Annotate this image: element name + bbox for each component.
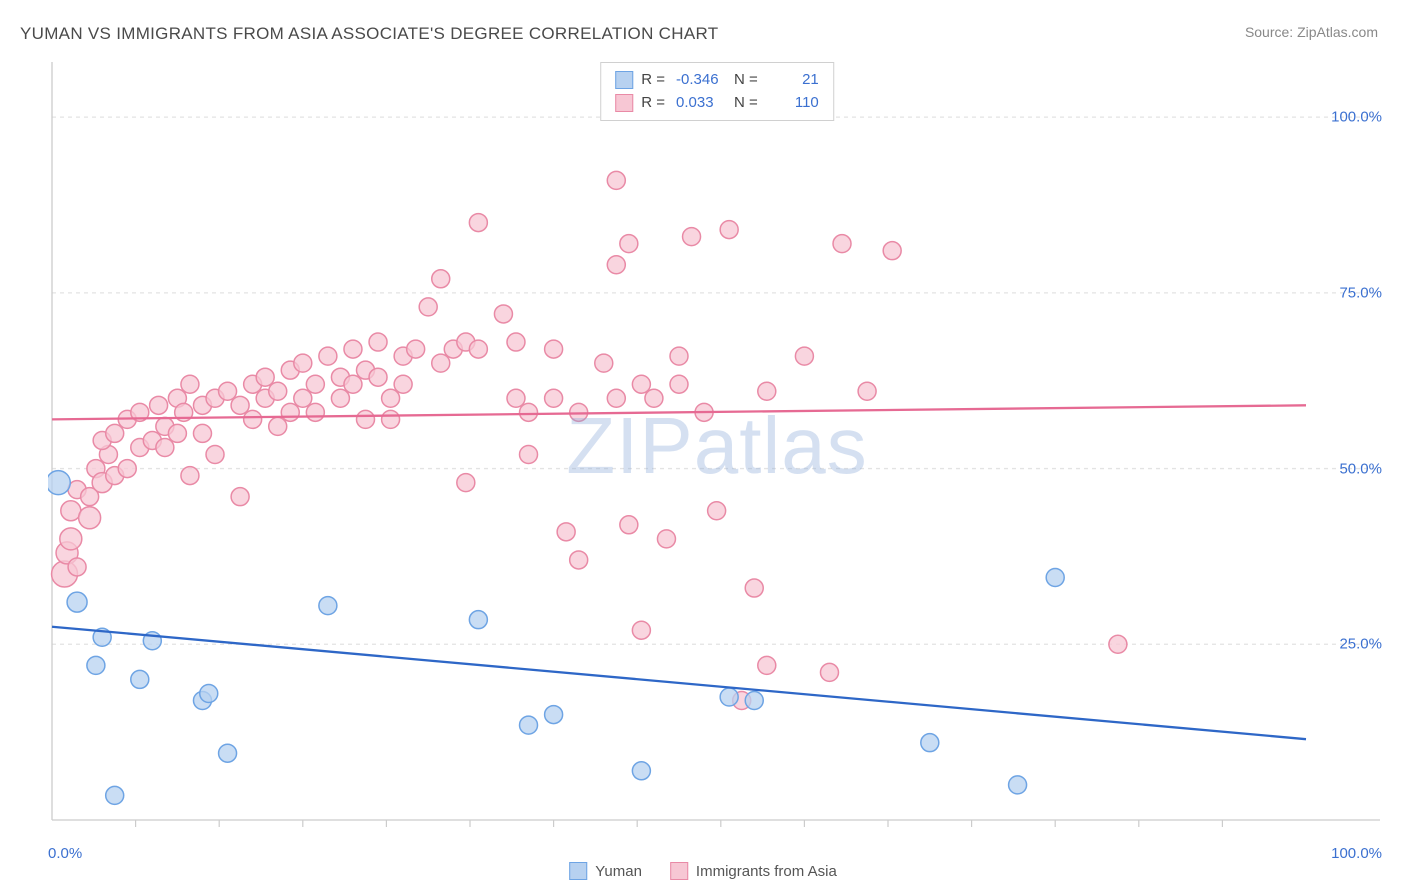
scatter-chart-svg bbox=[48, 52, 1386, 840]
source-link[interactable]: ZipAtlas.com bbox=[1297, 24, 1378, 40]
source-attribution: Source: ZipAtlas.com bbox=[1245, 24, 1378, 40]
x-axis-max-label: 100.0% bbox=[1331, 845, 1382, 862]
n-value-series1: 21 bbox=[769, 69, 819, 92]
legend-swatch-series1 bbox=[615, 71, 633, 89]
n-label: N = bbox=[734, 69, 758, 92]
n-value-series2: 110 bbox=[769, 92, 819, 115]
stats-row-series1: R = -0.346 N = 21 bbox=[615, 69, 819, 92]
legend-label-series2: Immigrants from Asia bbox=[696, 863, 837, 880]
legend-label-series1: Yuman bbox=[595, 863, 642, 880]
r-value-series2: 0.033 bbox=[676, 92, 726, 115]
r-value-series1: -0.346 bbox=[676, 69, 726, 92]
y-tick-label: 75.0% bbox=[1339, 284, 1382, 301]
legend-item-series2: Immigrants from Asia bbox=[670, 862, 837, 880]
source-prefix: Source: bbox=[1245, 24, 1297, 40]
y-tick-label: 25.0% bbox=[1339, 636, 1382, 653]
n-label: N = bbox=[734, 92, 758, 115]
chart-container: YUMAN VS IMMIGRANTS FROM ASIA ASSOCIATE'… bbox=[0, 0, 1406, 892]
y-tick-label: 50.0% bbox=[1339, 460, 1382, 477]
legend-swatch-series1-bottom bbox=[569, 862, 587, 880]
chart-area: R = -0.346 N = 21 R = 0.033 N = 110 ZIPa… bbox=[48, 52, 1386, 840]
legend-swatch-series2 bbox=[615, 94, 633, 112]
legend-item-series1: Yuman bbox=[569, 862, 642, 880]
chart-title: YUMAN VS IMMIGRANTS FROM ASIA ASSOCIATE'… bbox=[20, 24, 718, 44]
stats-row-series2: R = 0.033 N = 110 bbox=[615, 92, 819, 115]
bottom-legend: Yuman Immigrants from Asia bbox=[569, 862, 837, 880]
stats-legend-box: R = -0.346 N = 21 R = 0.033 N = 110 bbox=[600, 62, 834, 121]
y-tick-label: 100.0% bbox=[1331, 109, 1382, 126]
r-label: R = bbox=[641, 69, 665, 92]
legend-swatch-series2-bottom bbox=[670, 862, 688, 880]
r-label: R = bbox=[641, 92, 665, 115]
x-axis-min-label: 0.0% bbox=[48, 845, 82, 862]
